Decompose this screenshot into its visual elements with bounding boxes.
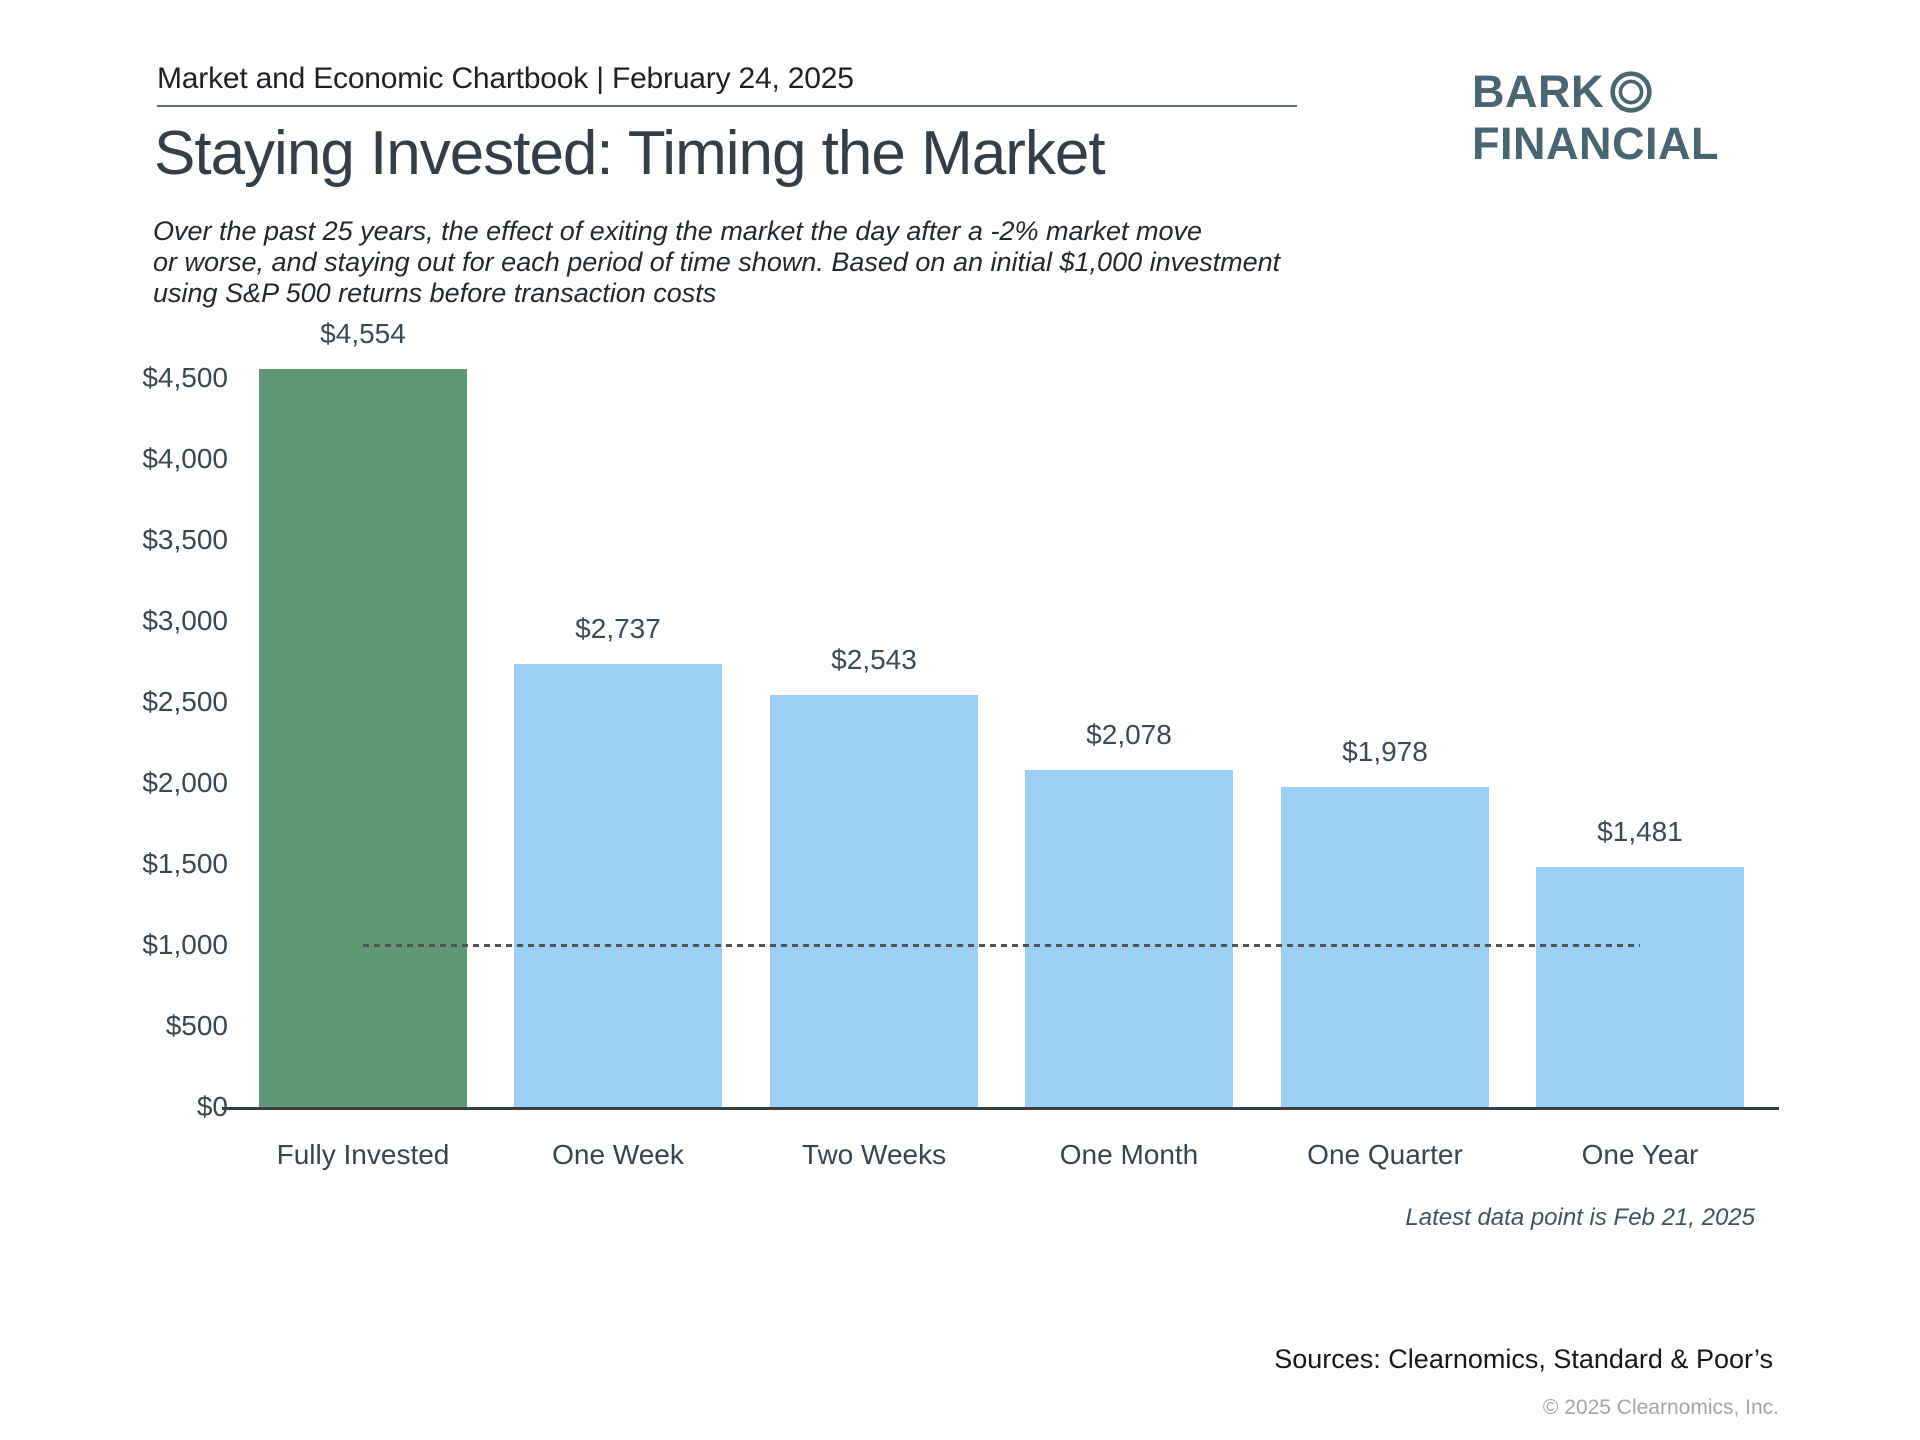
initial-investment-reference-line <box>363 944 1640 947</box>
subtitle-line: Over the past 25 years, the effect of ex… <box>153 216 1203 246</box>
brand-logo: BARK FINANCIAL <box>1472 66 1719 170</box>
y-tick-label: $3,000 <box>142 605 228 636</box>
header-divider <box>157 105 1297 107</box>
latest-data-note: Latest data point is Feb 21, 2025 <box>1405 1204 1755 1231</box>
y-tick-label: $3,500 <box>142 524 228 555</box>
x-axis-label: Two Weeks <box>801 1139 947 1170</box>
y-tick-label: $2,000 <box>142 767 228 798</box>
bar-value-label: $1,978 <box>1342 736 1428 767</box>
x-axis-line <box>237 1107 1779 1110</box>
x-axis-label: One Year <box>1581 1139 1699 1170</box>
y-tick-label: $500 <box>165 1010 228 1041</box>
x-axis-label: One Month <box>1059 1139 1199 1170</box>
y-tick-label: $1,000 <box>142 929 228 960</box>
y-tick-label: $4,500 <box>142 362 228 393</box>
bar-value-label: $2,078 <box>1086 719 1172 750</box>
x-axis-label: Fully Invested <box>276 1139 450 1170</box>
y-tick-label: $1,500 <box>142 848 228 879</box>
bar-one-week <box>514 664 722 1107</box>
logo-text-line1: BARK <box>1472 66 1604 117</box>
bar-one-year <box>1536 867 1744 1107</box>
bar-value-label: $1,481 <box>1597 816 1683 847</box>
bullseye-ring-icon <box>1609 70 1653 114</box>
subtitle-line: or worse, and staying out for each perio… <box>153 247 1281 277</box>
bar-one-month <box>1025 770 1233 1107</box>
y-axis-zero-tick <box>222 1107 237 1110</box>
y-tick-label: $2,500 <box>142 686 228 717</box>
sources-note: Sources: Clearnomics, Standard & Poor’s <box>1274 1344 1773 1374</box>
bar-value-label: $2,737 <box>575 613 661 644</box>
page-title: Staying Invested: Timing the Market <box>154 119 1106 188</box>
bar-value-label: $4,554 <box>320 318 406 349</box>
bar-two-weeks <box>770 695 978 1107</box>
logo-text-line2: FINANCIAL <box>1472 118 1719 169</box>
copyright-note: © 2025 Clearnomics, Inc. <box>1542 1396 1779 1419</box>
x-axis-label: One Quarter <box>1307 1139 1463 1170</box>
x-axis-label: One Week <box>552 1139 684 1170</box>
bar-one-quarter <box>1281 787 1489 1107</box>
y-tick-label: $4,000 <box>142 443 228 474</box>
bar-value-label: $2,543 <box>831 644 917 675</box>
chart-subtitle: Over the past 25 years, the effect of ex… <box>153 216 1280 309</box>
bar-fully-invested <box>259 369 467 1107</box>
chartbook-header: Market and Economic Chartbook | February… <box>157 62 854 95</box>
y-tick-label: $0 <box>196 1091 228 1122</box>
subtitle-line: using S&P 500 returns before transaction… <box>153 278 717 308</box>
